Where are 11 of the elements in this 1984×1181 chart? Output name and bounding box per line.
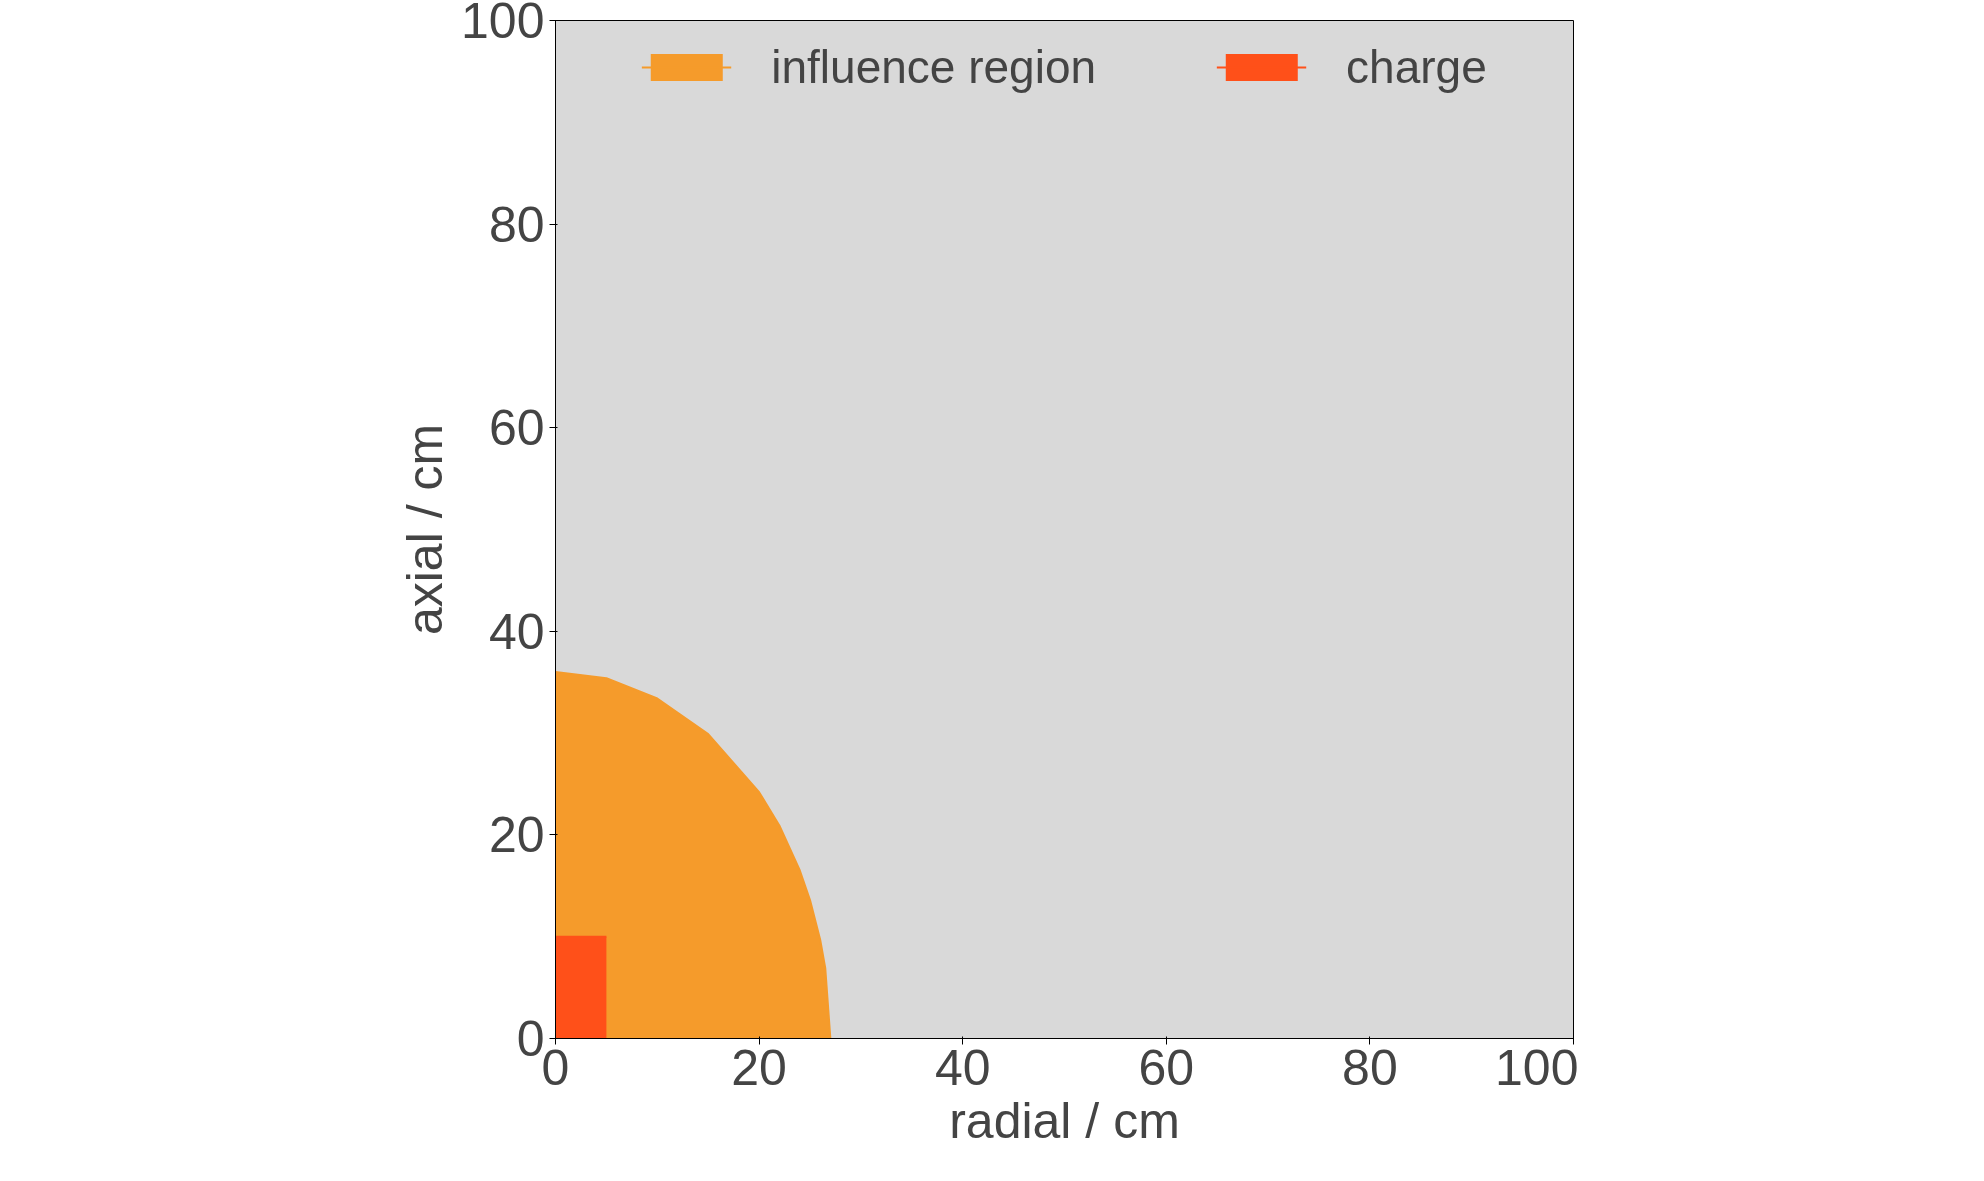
y-axis-title: axial / cm — [397, 423, 454, 636]
x-tick-label: 100 — [1495, 1039, 1579, 1096]
legend-label: charge — [1346, 40, 1487, 94]
x-tick-label: 20 — [731, 1039, 787, 1096]
legend-label: influence region — [771, 40, 1097, 94]
y-tick-label: 100 — [461, 0, 545, 49]
y-tick-label: 60 — [488, 400, 545, 457]
y-tick-label: 80 — [488, 196, 545, 253]
y-tick-label: 20 — [488, 807, 545, 864]
x-tick-label: 80 — [1342, 1039, 1398, 1096]
y-tick-label: 40 — [488, 603, 545, 660]
